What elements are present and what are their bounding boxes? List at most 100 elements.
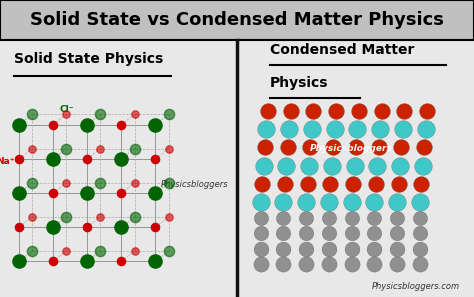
Point (49, 191, 57, 195)
Point (257, 200, 264, 204)
Point (15, 259, 23, 264)
FancyBboxPatch shape (0, 0, 474, 40)
Point (97, 214, 104, 219)
Point (310, 109, 317, 113)
Point (376, 127, 384, 132)
Point (348, 247, 356, 251)
Point (325, 215, 333, 220)
Point (257, 262, 264, 267)
Point (257, 215, 264, 220)
Point (395, 181, 402, 186)
Point (260, 163, 267, 168)
Point (63, 146, 70, 151)
Point (371, 200, 378, 204)
Point (28, 112, 36, 117)
Point (83, 225, 91, 230)
Point (305, 163, 313, 168)
Point (131, 249, 138, 253)
Point (280, 215, 287, 220)
Point (302, 262, 310, 267)
Point (165, 180, 173, 185)
Point (308, 127, 316, 132)
Point (371, 247, 378, 251)
Point (393, 200, 401, 204)
Point (152, 157, 159, 161)
Point (118, 191, 125, 195)
Point (348, 215, 356, 220)
Point (280, 262, 287, 267)
Point (97, 146, 104, 151)
Point (152, 259, 159, 264)
Point (258, 181, 266, 186)
Text: Physics: Physics (270, 76, 328, 90)
Point (302, 231, 310, 236)
Point (28, 146, 36, 151)
Point (418, 181, 425, 186)
Point (416, 231, 424, 236)
Text: Condensed Matter: Condensed Matter (270, 43, 415, 58)
Point (416, 200, 424, 204)
Point (351, 163, 358, 168)
Point (302, 247, 310, 251)
Point (15, 157, 23, 161)
Text: Na⁺: Na⁺ (0, 157, 14, 166)
Point (332, 109, 340, 113)
Point (165, 112, 173, 117)
Text: Physicsbloggers: Physicsbloggers (310, 144, 392, 153)
Point (399, 127, 407, 132)
Point (287, 109, 294, 113)
Point (327, 181, 334, 186)
Point (398, 145, 405, 150)
Point (131, 146, 138, 151)
Point (307, 145, 314, 150)
Point (393, 262, 401, 267)
Point (420, 145, 428, 150)
Point (15, 191, 23, 195)
Point (352, 145, 360, 150)
Point (83, 191, 91, 195)
Point (263, 127, 270, 132)
Point (63, 112, 70, 117)
Point (280, 200, 287, 204)
Point (165, 146, 173, 151)
Point (304, 181, 311, 186)
Point (118, 122, 125, 127)
Point (257, 247, 264, 251)
Point (257, 231, 264, 236)
Point (393, 247, 401, 251)
Point (261, 145, 269, 150)
Point (28, 180, 36, 185)
Point (131, 180, 138, 185)
Point (401, 109, 408, 113)
Point (131, 112, 138, 117)
Point (284, 145, 292, 150)
Point (83, 122, 91, 127)
Point (372, 181, 380, 186)
Point (165, 249, 173, 253)
Point (152, 122, 159, 127)
Point (325, 262, 333, 267)
Point (371, 215, 378, 220)
Point (28, 214, 36, 219)
Point (63, 214, 70, 219)
Point (83, 157, 91, 161)
Point (348, 262, 356, 267)
Text: Physicsbloggers.com: Physicsbloggers.com (372, 282, 460, 291)
Point (118, 157, 125, 161)
Point (28, 249, 36, 253)
Point (329, 145, 337, 150)
Point (280, 231, 287, 236)
Point (97, 180, 104, 185)
Point (371, 262, 378, 267)
Point (378, 109, 385, 113)
Point (422, 127, 429, 132)
Point (331, 127, 338, 132)
Point (396, 163, 404, 168)
Point (285, 127, 293, 132)
Point (325, 231, 333, 236)
Point (118, 259, 125, 264)
Point (416, 262, 424, 267)
Point (393, 231, 401, 236)
Point (348, 231, 356, 236)
Text: Physicsbloggers: Physicsbloggers (161, 180, 228, 189)
